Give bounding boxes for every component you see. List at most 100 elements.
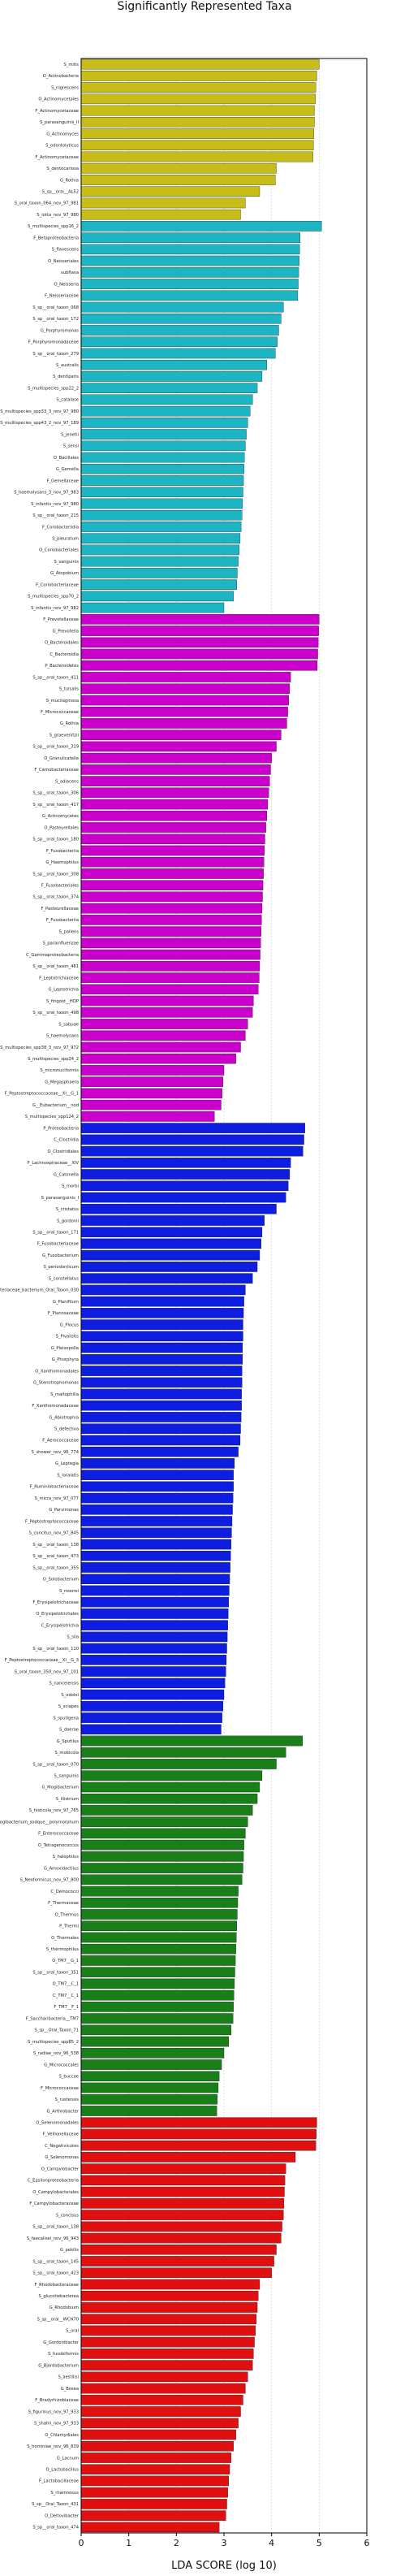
bar-label: S_sp__oral_taxon_417 (32, 803, 79, 807)
bar (80, 1585, 230, 1596)
bar-label: S_sp__oral_taxon_070 (32, 1762, 79, 1767)
bar-label: S_multispecies_spp16_2 (28, 224, 79, 229)
bar (80, 2487, 228, 2498)
bar (80, 1747, 286, 1758)
bar-label: G_Porphyromonas (41, 328, 79, 333)
bar (80, 2163, 286, 2174)
bar-label: C_Deinococci (51, 1890, 79, 1894)
bar-label: S_multispecies_spp24_2 (28, 1057, 79, 1062)
bar (80, 2175, 286, 2186)
bar (80, 2152, 296, 2163)
bar-label: G_Gordonibacter (43, 2340, 80, 2345)
bar-label: F_Lachnospiraceae__XIV (28, 1161, 80, 1166)
bar (80, 1284, 246, 1296)
bar-label: G_Haemophilus (45, 860, 79, 865)
bar-label: S_maltophilia (50, 1392, 79, 1397)
bar (80, 984, 259, 995)
bar-label: F_Enterococcaceae (38, 1832, 79, 1837)
bar-label: F_Saccharibacteria__TM7 (26, 2016, 79, 2021)
bar-label: S_parainfluenzae (42, 942, 79, 946)
x-tick-label: 6 (364, 2538, 370, 2548)
bar-label: S_sp__oral_taxon_319 (32, 745, 79, 750)
bar-label: S_parasanguinis_II (40, 120, 79, 125)
bar-label: G_Arthrobacter (47, 2109, 80, 2114)
bar-label: F_Ruminiobacteriaceae (30, 1485, 79, 1490)
bar-label: O_Xanthomonadales (35, 1369, 79, 1374)
bar (80, 1273, 253, 1284)
bar-label: S_sp__oral__WCH70 (37, 2317, 79, 2322)
bar-label: S_sp__oral_taxon_374 (32, 895, 79, 900)
bar (80, 498, 243, 509)
bar (80, 71, 317, 81)
bar-label: S_oral_taxon_350_nov_97_101 (15, 1669, 79, 1674)
bar (80, 626, 319, 636)
bar-label: O_Thermus (55, 1912, 80, 1917)
bar-label: F_Veillonellaceae (43, 2132, 79, 2137)
bar (80, 2048, 225, 2059)
bar-label: S_concisus (56, 2213, 79, 2218)
bar (80, 614, 320, 625)
bar (80, 1596, 230, 1608)
bar-label: G__Eubacterium__nod (32, 1103, 79, 1108)
bar (80, 1262, 258, 1272)
bar-label: S_sp__oral_taxon_306 (32, 791, 79, 796)
bar (80, 891, 263, 903)
bar-label: S_sanguinis (54, 560, 79, 565)
bar-label: S_Eubacteriaceae_bacterium_Oral_Taxon_03… (0, 1288, 79, 1293)
bar (80, 1215, 265, 1226)
bar (80, 1735, 303, 1747)
bar (80, 1076, 223, 1087)
bar (80, 325, 279, 336)
bar (80, 1701, 223, 1712)
bar (80, 1041, 241, 1053)
bar-label: S_sp__oral_taxon_423 (32, 2271, 79, 2276)
bar-label: G_pekilis (60, 2248, 79, 2253)
bar (80, 2245, 277, 2255)
bar (80, 440, 246, 452)
bar (80, 1099, 222, 1110)
bar-label: G_Megasphaera (45, 1080, 79, 1085)
bar-label: O_Neisseriales (48, 259, 79, 264)
bar (80, 2128, 316, 2140)
bar-label: G_Actinomycetes (42, 814, 79, 819)
bar (80, 371, 263, 382)
bar-label: O_Campylobacter (41, 2167, 80, 2171)
bar (80, 522, 242, 532)
bar (80, 1053, 236, 1064)
bar-label: G_Plocus (60, 1323, 79, 1327)
bar-label: G_Prevotella (53, 629, 79, 634)
bar-label: S_sp__oral_taxon_308 (32, 872, 79, 877)
bar-label: S_sabuae (58, 1022, 79, 1027)
bar (80, 1909, 238, 1920)
bar-label: S_parasanguinis_I (41, 1196, 80, 1201)
bar (80, 1943, 236, 1955)
bar-label: G_Amoxidactilus (44, 1866, 79, 1871)
bar-label: O_Chlamydiales (45, 2433, 79, 2438)
bar-label: S_daerae (59, 1728, 79, 1733)
bar (80, 741, 277, 752)
bar (80, 186, 260, 197)
bar-label: S_sp__oral_taxon_481 (32, 964, 79, 969)
bar-label: S_shahii_nov_97_933 (34, 2422, 79, 2427)
bar-label: S_constellatus (49, 1276, 80, 1281)
bar-label: S_multispecies_spp70_2 (28, 595, 79, 600)
bar-label: S_sp__oral_taxon_355 (32, 1565, 79, 1570)
bar (80, 209, 241, 220)
bar-label: S_Mogibacterium_sodque__polymorphum (0, 1820, 79, 1825)
bar-label: S_micra_nov_97_077 (35, 1496, 79, 1501)
bar (80, 1978, 235, 1989)
bar-label: C_Epsilonproteobacteria (28, 2179, 79, 2184)
bar-label: S_moorei (59, 1589, 79, 1594)
bar-label: S_rustensis (55, 2098, 80, 2102)
bar-label: S_infantis_nov_97_982 (31, 606, 79, 611)
bar (80, 880, 264, 890)
bar-label: O_Actinomycetales (38, 97, 79, 102)
bar (80, 1863, 243, 1873)
bar (80, 1516, 233, 1526)
bar-label: P_Proteobacteria (43, 1126, 79, 1131)
bar (80, 487, 243, 498)
bar-label: F_Fusobacteriia (46, 918, 79, 923)
bar (80, 359, 267, 370)
bar (80, 1608, 229, 1619)
bar-label: S_nanceiensis (50, 1682, 80, 1686)
